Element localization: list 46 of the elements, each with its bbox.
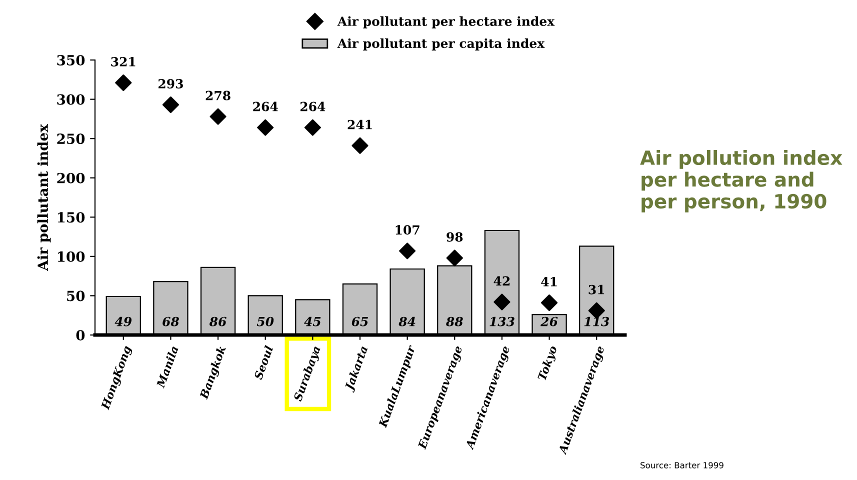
data-label: 68 (162, 316, 179, 326)
data-label: 321 (111, 57, 136, 66)
point (162, 96, 180, 114)
text: Air pollution index per hectare and per person, 1990 (640, 150, 842, 212)
y-tick-label: 0 (76, 330, 85, 340)
point (540, 294, 558, 312)
data-label: 41 (541, 277, 557, 286)
x-tick-label: Seoul (254, 344, 274, 380)
data-label: 50 (256, 316, 274, 326)
data-label: 241 (348, 120, 372, 130)
data-label: 45 (304, 316, 321, 326)
legend-label: Air pollutant per capita index (337, 38, 545, 50)
data-label: 98 (446, 232, 463, 242)
y-tick-label: 300 (57, 94, 85, 105)
point (257, 119, 274, 136)
point (494, 294, 510, 310)
data-label: 133 (490, 316, 514, 326)
data-label: 42 (494, 276, 510, 286)
point (446, 250, 463, 266)
point (210, 108, 226, 125)
y-tick-label: 250 (57, 134, 85, 144)
data-label: 264 (253, 102, 278, 112)
data-label: 107 (396, 225, 420, 235)
data-label: 49 (114, 316, 132, 326)
y-tick-label: 100 (58, 251, 85, 262)
data-label: 88 (446, 316, 463, 326)
point (399, 242, 416, 260)
point (352, 137, 368, 154)
data-label: 278 (206, 90, 230, 100)
data-label: 31 (588, 284, 604, 294)
y-tick-label: 150 (58, 212, 85, 223)
data-label: 65 (352, 316, 368, 326)
y-tick-label: 350 (57, 54, 85, 66)
source-note: Source: Barter 1999 (640, 462, 724, 468)
y-axis-title: Air pollutant index (37, 124, 51, 272)
data-label: 113 (584, 316, 610, 326)
point (115, 74, 132, 92)
y-tick-label: 200 (57, 172, 85, 184)
data-label: 293 (158, 79, 183, 88)
data-label: 84 (398, 316, 416, 326)
data-label: 264 (300, 102, 326, 112)
data-label: 26 (540, 316, 558, 326)
data-label: 86 (210, 316, 226, 326)
legend-label: Air pollutant per hectare index (337, 16, 555, 28)
y-tick-label: 50 (67, 290, 85, 302)
point (304, 119, 321, 136)
